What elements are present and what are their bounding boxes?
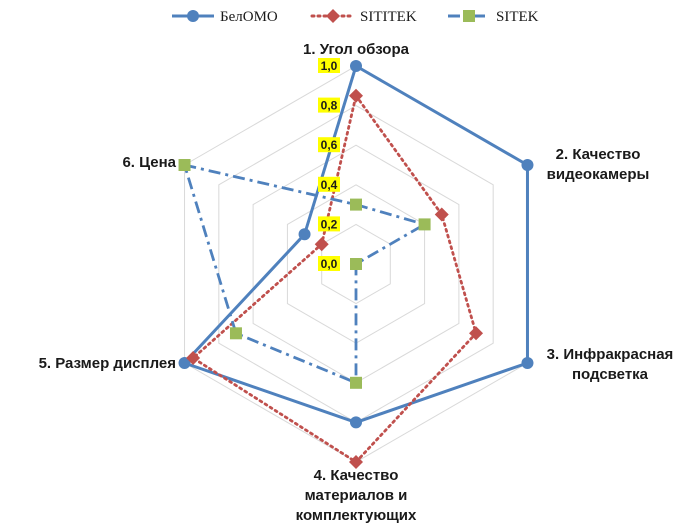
legend-item: SITITEK bbox=[310, 9, 417, 25]
svg-text:1,0: 1,0 bbox=[321, 59, 338, 73]
category-label: 1. Угол обзора bbox=[303, 41, 410, 58]
tick-label: 0,2 bbox=[318, 216, 340, 232]
series-3 bbox=[178, 159, 431, 389]
data-point bbox=[178, 159, 191, 171]
data-point bbox=[521, 159, 534, 171]
category-label: 4. Качество материалов и комплектующих bbox=[296, 467, 417, 524]
data-point bbox=[349, 88, 363, 103]
svg-text:0,4: 0,4 bbox=[321, 178, 338, 192]
legend-item: БелОМО bbox=[172, 9, 278, 25]
data-point bbox=[314, 237, 329, 252]
data-point bbox=[434, 207, 449, 222]
svg-text:0,8: 0,8 bbox=[321, 99, 338, 113]
legend: БелОМО SITITEK SITEK bbox=[172, 9, 539, 25]
data-point bbox=[469, 326, 484, 341]
category-labels: 1. Угол обзора 2. Качество видеокамеры 3. И… bbox=[39, 41, 674, 524]
radial-tick-labels: 0,0 0,2 0,4 0,6 0,8 1,0 bbox=[318, 58, 340, 271]
legend-item: SITEK bbox=[448, 9, 539, 25]
tick-label: 0,0 bbox=[318, 256, 340, 271]
series-layer bbox=[178, 60, 534, 469]
tick-label: 0,4 bbox=[318, 176, 340, 192]
data-point bbox=[418, 218, 431, 231]
tick-label: 0,8 bbox=[318, 97, 340, 113]
data-point bbox=[521, 357, 534, 369]
data-point bbox=[350, 60, 362, 72]
data-point bbox=[186, 351, 201, 366]
data-point bbox=[178, 357, 191, 369]
data-point bbox=[350, 416, 362, 429]
series-1 bbox=[178, 60, 534, 429]
data-point bbox=[350, 198, 362, 211]
svg-text:0,2: 0,2 bbox=[321, 217, 338, 231]
svg-text:0,6: 0,6 bbox=[321, 138, 338, 152]
tick-label: 0,6 bbox=[318, 137, 340, 153]
category-label: 5. Размер дисплея bbox=[39, 355, 176, 372]
category-label: 3. Инфракрасная подсветка bbox=[547, 346, 674, 383]
series-line bbox=[183, 163, 426, 385]
data-point bbox=[349, 455, 363, 469]
data-point bbox=[229, 327, 242, 340]
data-point bbox=[350, 376, 362, 389]
svg-text:SITITEK: SITITEK bbox=[360, 9, 417, 25]
category-label: 2. Качество видеокамеры bbox=[547, 146, 650, 183]
series-2 bbox=[186, 88, 484, 469]
data-point bbox=[350, 258, 362, 270]
tick-label: 1,0 bbox=[318, 58, 340, 73]
svg-text:БелОМО: БелОМО bbox=[220, 9, 278, 25]
data-point bbox=[298, 228, 311, 241]
svg-text:0,0: 0,0 bbox=[321, 257, 338, 271]
category-label: 6. Цена bbox=[122, 154, 176, 171]
svg-text:SITEK: SITEK bbox=[496, 9, 539, 25]
